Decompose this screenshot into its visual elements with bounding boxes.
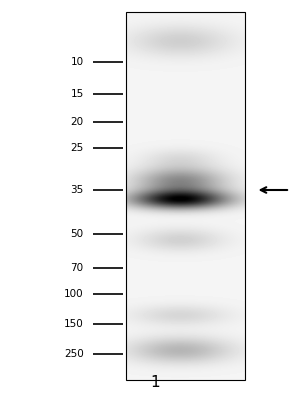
- Text: 35: 35: [71, 185, 84, 195]
- Text: 25: 25: [71, 143, 84, 153]
- Text: 250: 250: [64, 349, 84, 359]
- Text: 15: 15: [71, 89, 84, 99]
- Text: 70: 70: [71, 263, 84, 273]
- Bar: [126, 12, 245, 380]
- Text: 10: 10: [71, 57, 84, 67]
- Text: 100: 100: [64, 289, 84, 299]
- Text: 50: 50: [71, 229, 84, 239]
- Text: 150: 150: [64, 319, 84, 329]
- Text: 20: 20: [71, 117, 84, 127]
- Text: 1: 1: [151, 375, 160, 390]
